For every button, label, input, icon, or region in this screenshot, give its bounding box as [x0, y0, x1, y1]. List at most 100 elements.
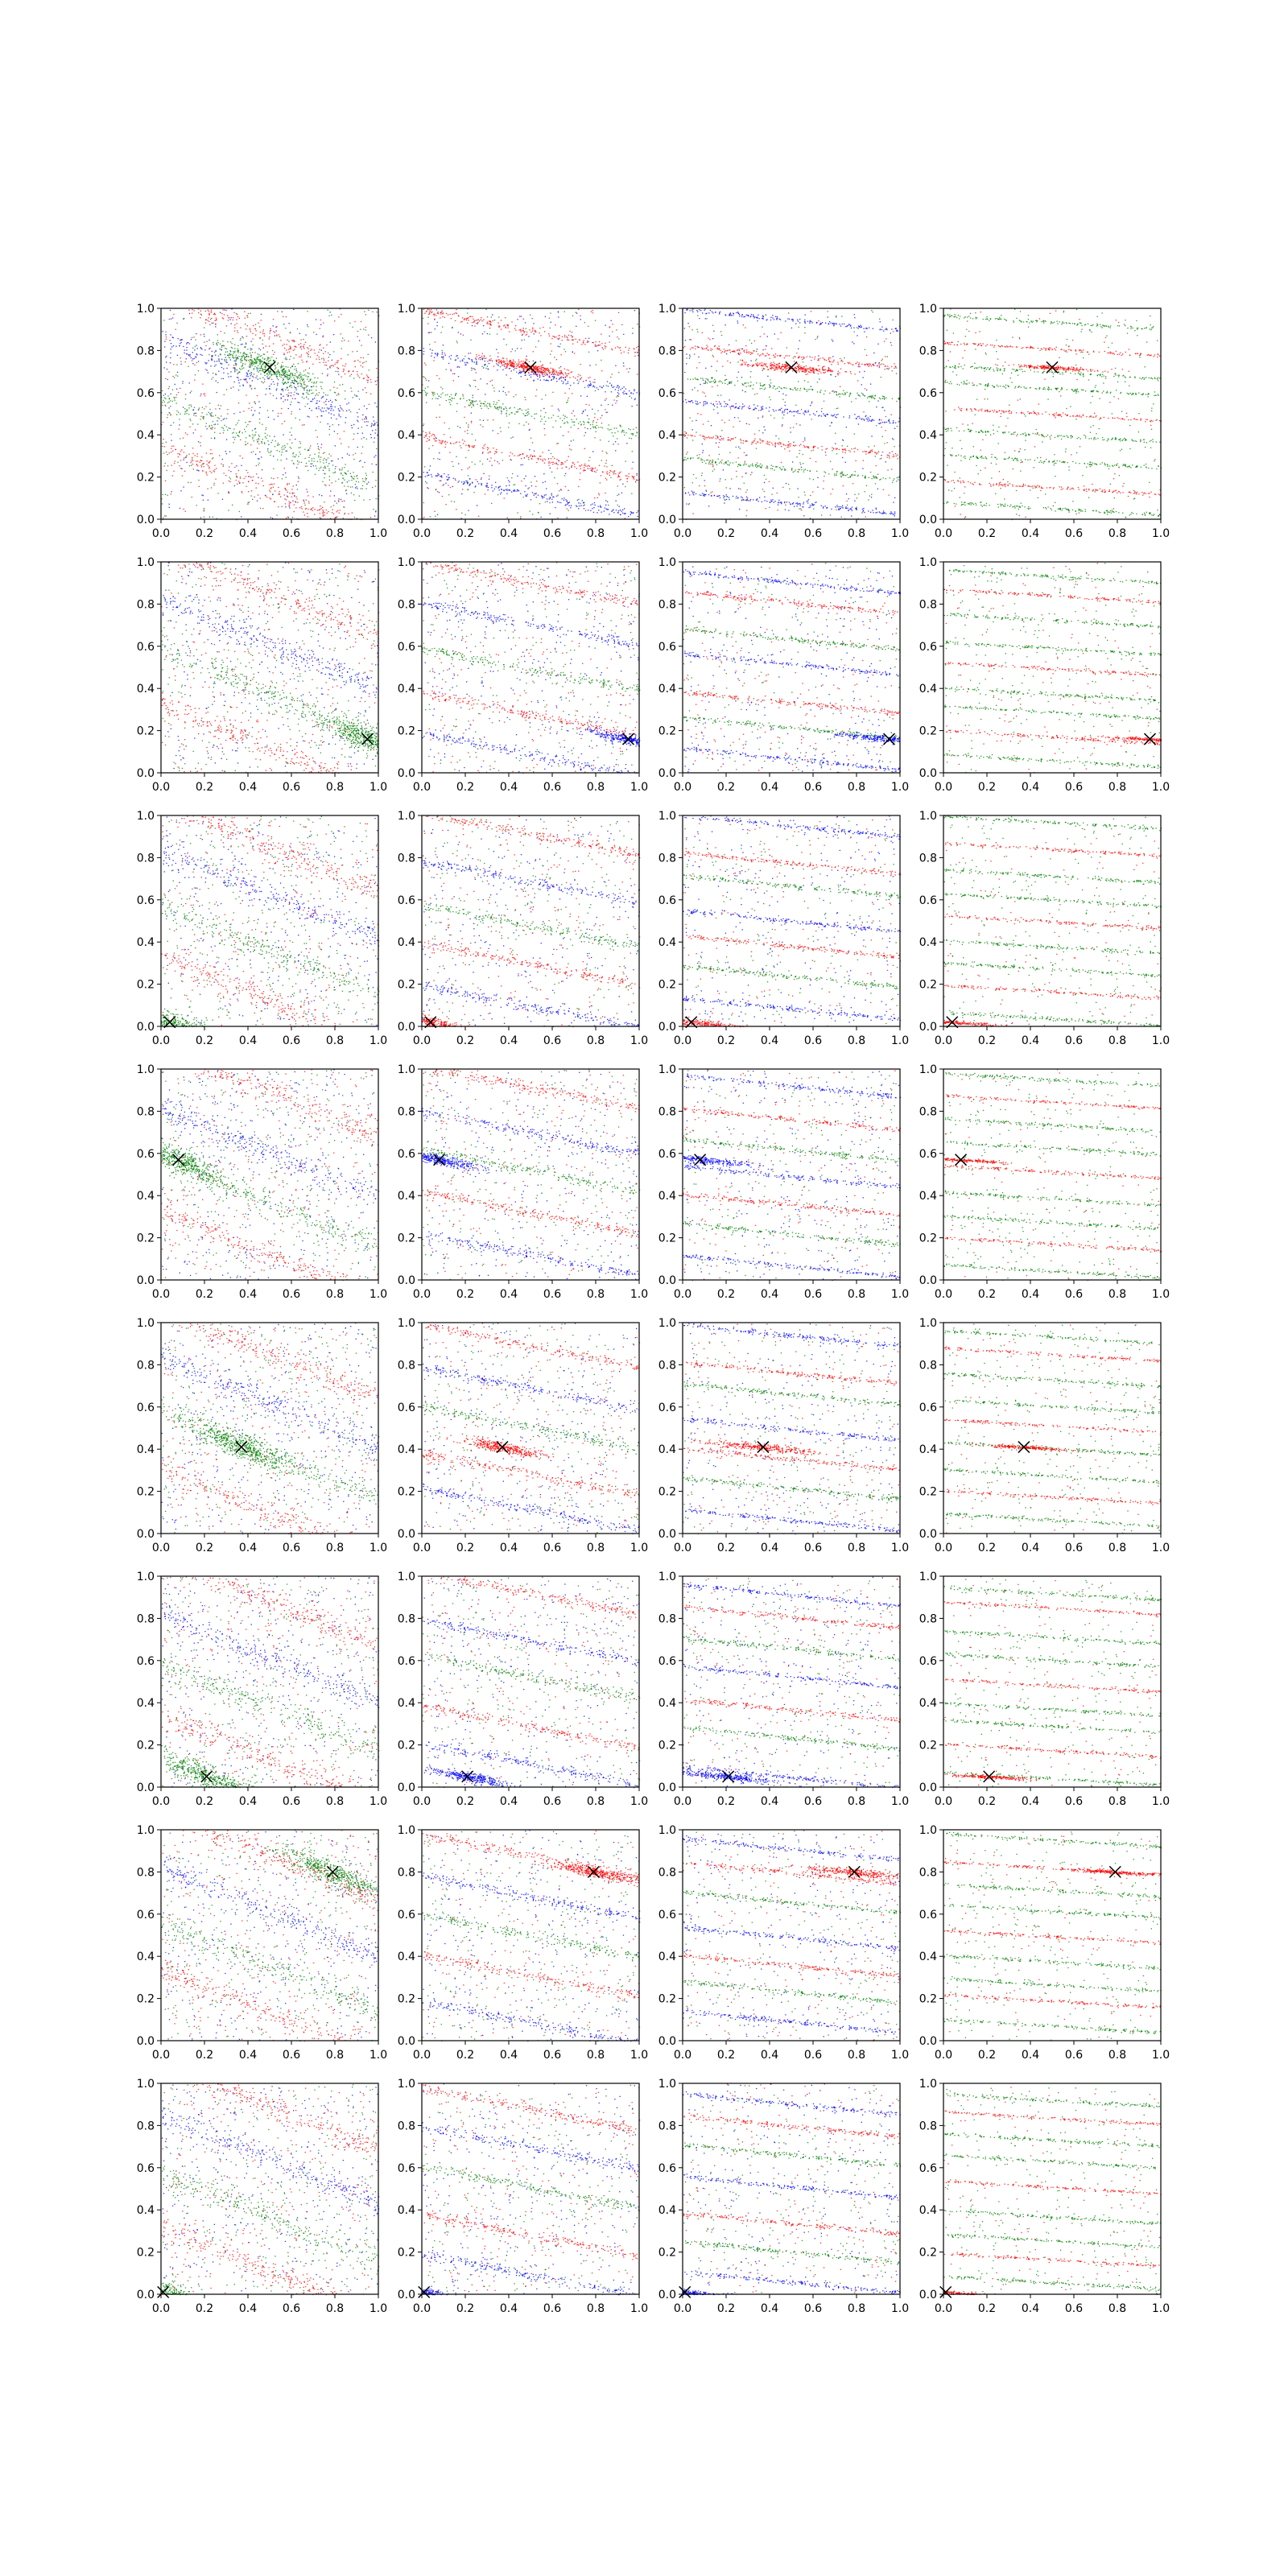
- data-point: [276, 388, 277, 389]
- data-point: [284, 348, 285, 349]
- data-point: [194, 358, 195, 359]
- data-point: [217, 417, 218, 418]
- scatter-points: [161, 308, 379, 520]
- data-point: [205, 323, 206, 324]
- data-point: [323, 353, 324, 354]
- data-point: [284, 498, 285, 499]
- data-point: [301, 462, 302, 463]
- data-point: [338, 368, 339, 369]
- data-point: [219, 455, 220, 456]
- data-point: [166, 339, 167, 340]
- data-point: [221, 427, 222, 428]
- data-point: [177, 372, 178, 373]
- data-point: [329, 426, 330, 427]
- data-point: [258, 438, 259, 439]
- data-point: [252, 352, 253, 353]
- data-point: [303, 348, 304, 349]
- data-point: [180, 451, 181, 452]
- data-point: [246, 381, 247, 382]
- data-point: [300, 343, 301, 344]
- data-point: [337, 362, 338, 363]
- data-point: [208, 412, 209, 413]
- data-point: [329, 480, 330, 481]
- data-point: [178, 392, 179, 393]
- data-point: [188, 405, 189, 406]
- data-point: [212, 453, 213, 454]
- data-point: [183, 381, 184, 382]
- data-point: [273, 319, 274, 320]
- data-point: [200, 354, 201, 355]
- data-point: [229, 481, 230, 482]
- data-point: [224, 425, 225, 426]
- data-point: [215, 423, 216, 424]
- data-point: [324, 514, 325, 515]
- data-point: [287, 517, 288, 518]
- data-point: [359, 340, 360, 341]
- data-point: [209, 413, 210, 414]
- data-point: [215, 408, 216, 409]
- data-point: [365, 314, 366, 315]
- data-point: [180, 490, 181, 491]
- data-point: [331, 460, 332, 461]
- data-point: [358, 427, 359, 428]
- data-point: [323, 396, 324, 397]
- data-point: [198, 480, 199, 481]
- data-point: [164, 367, 165, 368]
- data-point: [210, 449, 211, 450]
- data-point: [210, 365, 211, 366]
- data-point: [205, 472, 206, 473]
- data-point: [250, 477, 251, 478]
- data-point: [258, 435, 259, 436]
- data-point: [258, 458, 259, 459]
- data-point: [371, 337, 372, 338]
- data-point: [317, 461, 318, 462]
- data-point: [191, 406, 192, 407]
- data-point: [217, 423, 218, 424]
- data-point: [162, 390, 163, 391]
- data-point: [190, 462, 191, 463]
- data-point: [212, 323, 213, 324]
- data-point: [270, 498, 271, 499]
- data-point: [204, 349, 205, 350]
- data-point: [233, 432, 234, 433]
- data-point: [208, 314, 209, 315]
- data-point: [224, 314, 225, 315]
- data-point: [344, 485, 345, 486]
- data-point: [241, 465, 242, 466]
- data-point: [208, 354, 209, 355]
- data-point: [239, 483, 240, 484]
- data-point: [172, 376, 173, 377]
- data-point: [226, 362, 227, 363]
- data-point: [305, 406, 306, 407]
- data-point: [313, 458, 314, 459]
- data-point: [227, 414, 228, 415]
- data-point: [259, 436, 260, 437]
- data-point: [328, 401, 329, 402]
- data-point: [282, 362, 283, 363]
- data-point: [168, 388, 169, 389]
- data-point: [196, 469, 197, 470]
- data-point: [366, 392, 367, 393]
- data-point: [276, 514, 277, 515]
- data-point: [346, 493, 347, 494]
- data-point: [373, 416, 374, 417]
- data-point: [277, 383, 278, 384]
- data-point: [191, 317, 192, 318]
- data-point: [356, 481, 357, 482]
- data-point: [368, 354, 369, 355]
- data-point: [255, 328, 256, 329]
- data-point: [252, 380, 253, 381]
- data-point: [323, 323, 324, 324]
- data-point: [191, 339, 192, 340]
- data-point: [318, 470, 319, 471]
- data-point: [284, 421, 285, 422]
- data-point: [200, 460, 201, 461]
- data-point: [342, 468, 343, 469]
- data-point: [257, 370, 258, 371]
- data-point: [246, 426, 247, 427]
- data-point: [183, 438, 184, 439]
- data-point: [350, 486, 351, 487]
- data-point: [273, 325, 274, 326]
- data-point: [184, 446, 185, 447]
- data-point: [278, 487, 279, 488]
